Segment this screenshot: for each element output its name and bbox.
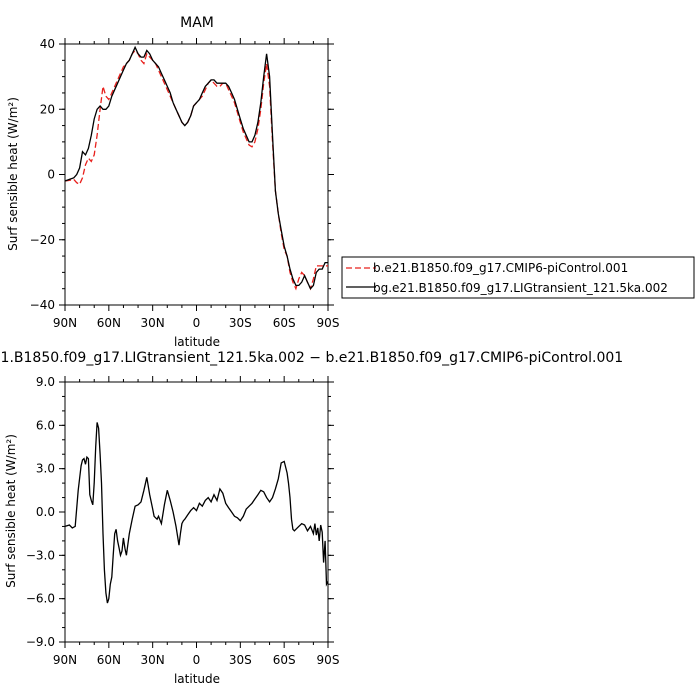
y-tick-label: 3.0 — [36, 462, 55, 476]
legend-box — [341, 256, 695, 299]
top-axes: 90N 60N 30N 0 30S 60S 90S −40 −20 0 20 40 — [30, 37, 340, 330]
bottom-plot-frame — [64, 381, 329, 643]
top-chart-title: MAM — [180, 15, 214, 31]
top-ylabel: Surf sensible heat (W/m²) — [6, 97, 20, 251]
y-tick-label: −20 — [30, 233, 55, 247]
bottom-chart: bg.e21.B1850.f09_g17.LIGtransient_121.5k… — [0, 350, 623, 686]
y-tick-label: −6.0 — [26, 592, 55, 606]
bottom-chart-title: bg.e21.B1850.f09_g17.LIGtransient_121.5k… — [0, 350, 623, 366]
y-tick-label: 6.0 — [36, 418, 55, 432]
x-tick-label: 90S — [317, 653, 340, 667]
x-tick-label: 30S — [229, 316, 252, 330]
y-tick-label: 0 — [47, 168, 55, 182]
top-series-group — [64, 45, 328, 291]
bottom-ylabel: Surf sensible heat (W/m²) — [4, 434, 18, 588]
x-tick-label: 60S — [273, 316, 296, 330]
series-line-0 — [64, 49, 328, 291]
legend: b.e21.B1850.f09_g17.CMIP6-piControl.001 … — [341, 256, 695, 299]
x-tick-label: 60N — [97, 653, 121, 667]
x-tick-label: 0 — [193, 653, 201, 667]
y-tick-label: 20 — [40, 102, 55, 116]
series-line-0 — [64, 422, 329, 604]
bottom-series-group — [64, 422, 329, 604]
y-tick-label: 9.0 — [36, 375, 55, 389]
y-tick-label: −40 — [30, 298, 55, 312]
x-tick-label: 60N — [97, 316, 121, 330]
legend-label-transient: bg.e21.B1850.f09_g17.LIGtransient_121.5k… — [373, 281, 668, 295]
bottom-xlabel: latitude — [174, 672, 220, 686]
top-xlabel: latitude — [174, 335, 220, 349]
x-tick-label: 90S — [317, 316, 340, 330]
bottom-axes: 90N 60N 30N 0 30S 60S 90S −9.0 −6.0 −3.0 0.0 3.0 6.0… — [26, 375, 340, 667]
x-tick-label: 0 — [193, 316, 201, 330]
x-tick-label: 60S — [273, 653, 296, 667]
x-tick-label: 30S — [229, 653, 252, 667]
x-tick-label: 30N — [141, 653, 165, 667]
y-tick-label: 0.0 — [36, 505, 55, 519]
legend-label-control: b.e21.B1850.f09_g17.CMIP6-piControl.001 — [373, 261, 628, 275]
y-tick-label: −3.0 — [26, 548, 55, 562]
x-tick-label: 90N — [53, 316, 77, 330]
x-tick-label: 90N — [53, 653, 77, 667]
y-tick-label: 40 — [40, 37, 55, 51]
top-chart: MAM 90N 60N 30N 0 30S 60S 90S −40 −20 0 20 40 latit… — [6, 15, 339, 349]
x-tick-label: 30N — [141, 316, 165, 330]
series-line-1 — [64, 45, 328, 290]
y-tick-label: −9.0 — [26, 635, 55, 649]
